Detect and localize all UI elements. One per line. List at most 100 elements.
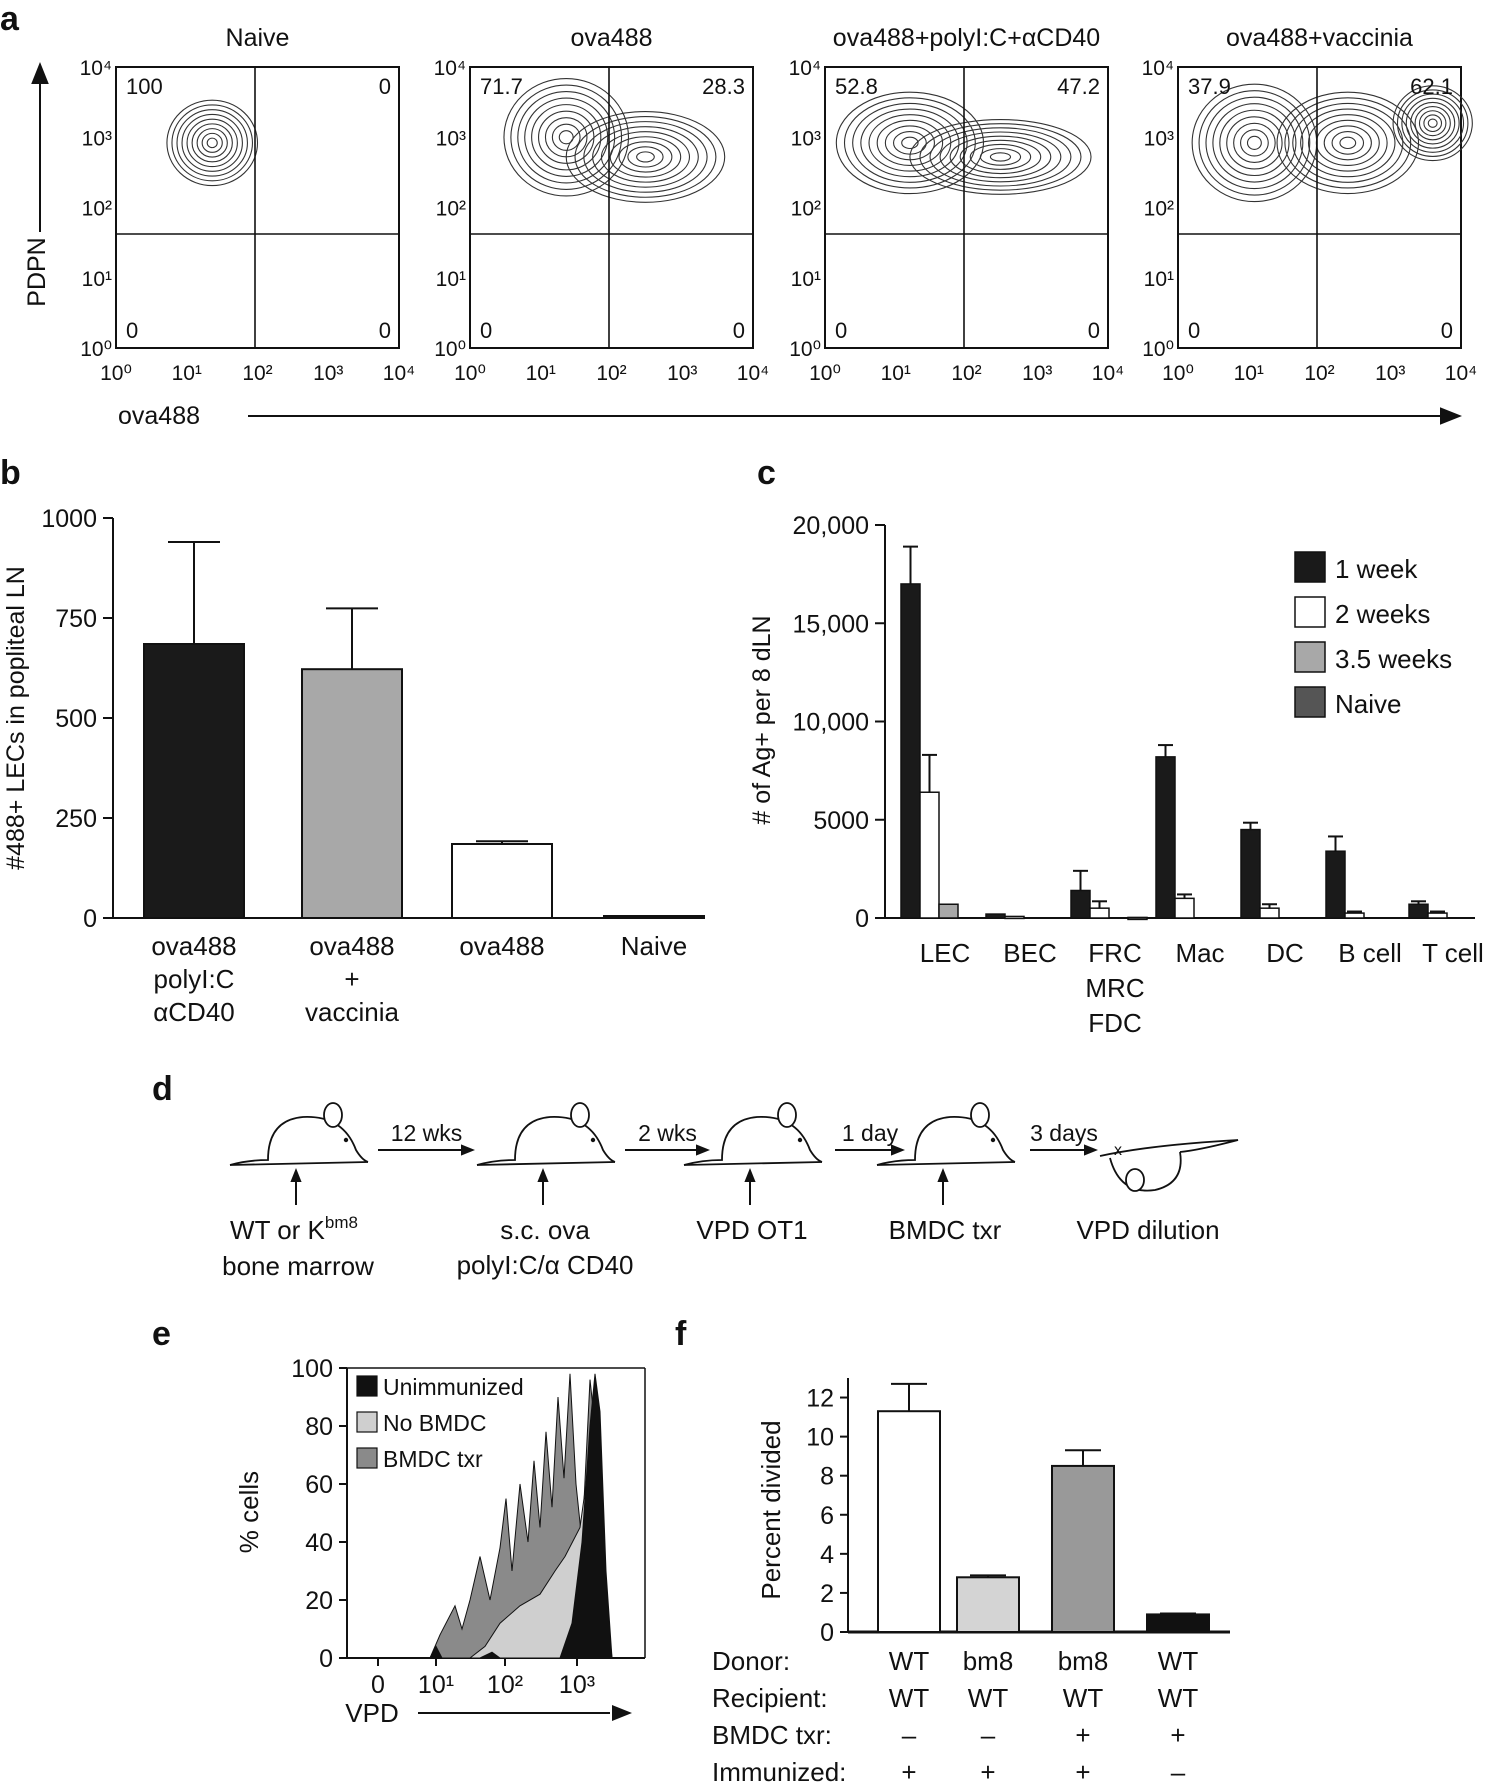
panel-letter-a: a xyxy=(0,0,20,38)
contour-line xyxy=(510,84,623,191)
quadrant-upper-right: 28.3 xyxy=(702,74,745,99)
x-tick-label: 10⁰ xyxy=(100,362,132,385)
panel-d: x 12 wks 2 wks 1 day 3 days WT or Kbm8 bone ma… xyxy=(222,1102,1239,1281)
x-category-label: LEC xyxy=(920,938,971,968)
y-tick-label: 100 xyxy=(291,1355,333,1383)
contour-line xyxy=(565,110,726,203)
contour-line xyxy=(876,119,944,166)
y-tick-label: 0 xyxy=(83,905,97,933)
mouse-icon xyxy=(876,1102,1016,1166)
table-cell: bm8 xyxy=(1058,1646,1109,1676)
contour-line xyxy=(600,131,691,183)
contour-line xyxy=(1427,118,1438,128)
y-tick-label: 10² xyxy=(436,198,466,221)
flow-plot-1: Naive 100 0 0 0 10⁰ 10¹ 10² 10³ 10⁴ 10⁰ 10¹ 10² 10³ 10… xyxy=(80,24,416,385)
step-caption: VPD dilution xyxy=(1076,1215,1219,1245)
contour-line xyxy=(186,118,238,168)
y-axis-arrow-head xyxy=(31,62,49,84)
contour-line xyxy=(989,152,1012,162)
contour-line xyxy=(929,127,1072,187)
contour-line xyxy=(503,77,630,197)
quadrant-upper-right: 47.2 xyxy=(1057,74,1100,99)
y-tick-label: 10 xyxy=(806,1424,834,1452)
step-caption-superscript: bm8 xyxy=(325,1213,358,1232)
x-tick-label: 10¹ xyxy=(526,362,556,385)
bar xyxy=(301,668,403,920)
x-tick-label: 10⁴ xyxy=(383,362,415,385)
contour-line xyxy=(1226,116,1283,170)
contour-line xyxy=(959,139,1042,175)
y-tick-label: 0 xyxy=(855,905,869,933)
y-tick-label: 8 xyxy=(820,1463,834,1491)
y-tick-label: 10⁰ xyxy=(789,338,821,361)
contour-line xyxy=(901,136,919,150)
arrow-head xyxy=(937,1168,949,1182)
table-cell: WT xyxy=(1158,1646,1199,1676)
bar xyxy=(1155,756,1176,919)
table-cell: WT xyxy=(1158,1683,1199,1713)
timeline-arrow-head xyxy=(891,1144,905,1156)
legend-swatch xyxy=(356,1411,378,1433)
x-tick-label: 10⁴ xyxy=(737,362,769,385)
x-category-label: polyI:C xyxy=(154,964,235,994)
contour-line xyxy=(909,118,1092,195)
table-cell: – xyxy=(981,1720,996,1750)
quadrant-lower-right: 0 xyxy=(733,318,745,343)
x-axis-title: VPD xyxy=(345,1698,398,1728)
timeline-interval-label: 2 wks xyxy=(638,1120,697,1146)
bar xyxy=(1240,828,1261,919)
contour-line xyxy=(1292,102,1404,183)
x-tick-label: 10³ xyxy=(1375,362,1405,385)
y-tick-label: 10,000 xyxy=(793,709,869,737)
table-row-label: Immunized: xyxy=(712,1757,846,1784)
x-tick-label: 10² xyxy=(596,362,626,385)
y-tick-label: 4 xyxy=(820,1541,834,1569)
x-tick-label: 10³ xyxy=(559,1671,595,1699)
mouse-ear xyxy=(570,1102,590,1128)
bar xyxy=(1004,915,1025,920)
y-tick-label: 10³ xyxy=(791,127,821,150)
contour-line xyxy=(1414,106,1451,141)
legend-label: BMDC txr xyxy=(383,1446,483,1472)
y-tick-label: 250 xyxy=(55,805,97,833)
bar xyxy=(603,915,705,919)
mouse-eye xyxy=(343,1137,349,1143)
bar xyxy=(1344,912,1365,919)
y-tick-label: 10¹ xyxy=(1144,268,1174,291)
x-category-label: FRC xyxy=(1088,938,1141,968)
y-axis-title: % cells xyxy=(234,1471,264,1553)
x-category-label: Naive xyxy=(621,931,687,961)
step-caption: s.c. ova xyxy=(500,1215,590,1245)
bar xyxy=(1051,1464,1115,1634)
bar xyxy=(451,843,553,919)
x-tick-label: 0 xyxy=(371,1671,385,1699)
y-tick-label: 20,000 xyxy=(793,512,869,540)
quadrant-lower-left: 0 xyxy=(1188,318,1200,343)
panel-e: 0 20 40 60 80 100 % cells 0 10¹ 10² 10³ VPD Unimmuni… xyxy=(234,1355,646,1728)
x-category-label: Mac xyxy=(1175,938,1224,968)
bar xyxy=(877,1410,941,1633)
quadrant-upper-left: 52.8 xyxy=(835,74,878,99)
timeline-arrow-head xyxy=(461,1144,475,1156)
panel-letter-d: d xyxy=(152,1070,173,1108)
flow-plot-2: ova488 71.7 28.3 0 0 10⁰ 10¹ 10² 10³ 10⁴ 10⁰ 10¹ 10²… xyxy=(434,24,770,385)
arrow-head xyxy=(537,1168,549,1182)
y-tick-label: 10³ xyxy=(436,127,466,150)
step-caption: bone marrow xyxy=(222,1251,374,1281)
step-caption: VPD OT1 xyxy=(696,1215,807,1245)
dissected-mouse-icon: x xyxy=(1099,1139,1239,1192)
x-tick-label: 10³ xyxy=(667,362,697,385)
plot-frame xyxy=(469,66,754,349)
panel-letter-c: c xyxy=(757,454,776,492)
contour-line xyxy=(191,123,233,163)
y-axis-label: PDPN xyxy=(23,237,51,306)
quadrant-upper-right: 62.1 xyxy=(1410,74,1453,99)
x-category-label: ova488 xyxy=(309,931,394,961)
plot-title: ova488 xyxy=(570,24,652,52)
contour-line xyxy=(627,146,664,168)
contour-line xyxy=(531,104,602,171)
table-row-label: BMDC txr: xyxy=(712,1720,832,1750)
y-tick-label: 10⁴ xyxy=(80,57,112,80)
contour-line xyxy=(1396,89,1469,157)
plot-frame xyxy=(1177,66,1462,349)
